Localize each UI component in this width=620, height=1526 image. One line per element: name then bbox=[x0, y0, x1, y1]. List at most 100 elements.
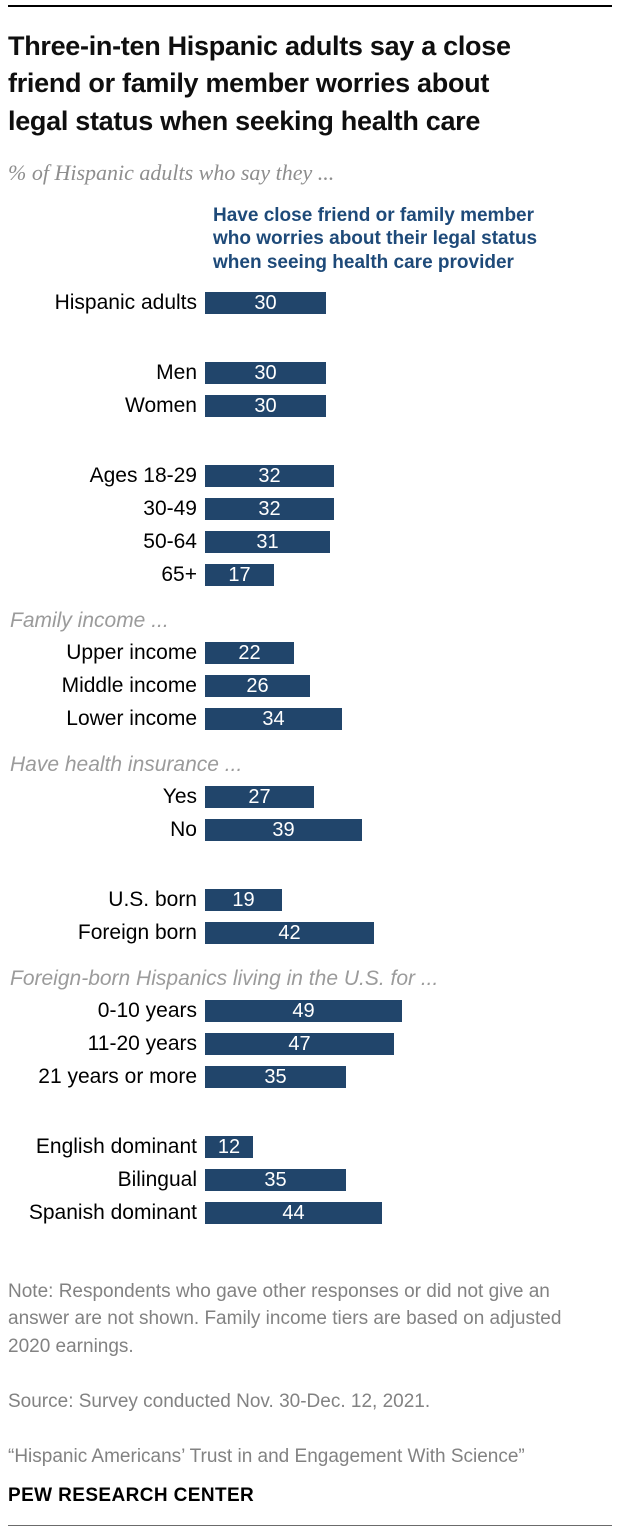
bar: 32 bbox=[205, 465, 334, 488]
row-label: U.S. born bbox=[108, 888, 197, 912]
bar-value-label: 30 bbox=[254, 292, 277, 315]
bar-row: Hispanic adults 30 bbox=[0, 291, 620, 315]
bar: 27 bbox=[205, 786, 314, 809]
bar-value-label: 12 bbox=[217, 1136, 241, 1159]
bar-column-header: Have close friend or family member who w… bbox=[213, 204, 538, 273]
bar: 22 bbox=[205, 642, 294, 665]
bar-value-label: 22 bbox=[238, 642, 261, 665]
bar-value-label: 49 bbox=[292, 1000, 315, 1023]
bar-row: Bilingual 35 bbox=[0, 1168, 620, 1192]
bar-row: Spanish dominant 44 bbox=[0, 1201, 620, 1225]
bar-row: Yes 27 bbox=[0, 785, 620, 809]
chart-page: Three-in-ten Hispanic adults say a close… bbox=[0, 5, 620, 1526]
bar-value-label: 30 bbox=[254, 362, 277, 385]
bar: 32 bbox=[205, 498, 334, 521]
bar-row: 0-10 years 49 bbox=[0, 999, 620, 1023]
report-title: “Hispanic Americans’ Trust in and Engage… bbox=[8, 1446, 525, 1468]
chart-group: Ages 18-29 32 30-49 32 50-64 31 65+ 17 bbox=[0, 464, 620, 587]
bar-value-label: 27 bbox=[248, 786, 271, 809]
bar: 39 bbox=[205, 819, 362, 842]
bar-value-label: 47 bbox=[288, 1033, 311, 1056]
chart-group: Family income ... Upper income 22 Middle in… bbox=[0, 608, 620, 731]
bar-row: 21 years or more 35 bbox=[0, 1065, 620, 1089]
page-title: Three-in-ten Hispanic adults say a close… bbox=[8, 31, 511, 136]
bar-value-label: 39 bbox=[272, 819, 295, 842]
bar-row: Lower income 34 bbox=[0, 707, 620, 731]
note-block: Note: Respondents who gave other respons… bbox=[8, 1250, 612, 1470]
bar: 30 bbox=[205, 292, 326, 315]
bar-value-label: 35 bbox=[264, 1169, 287, 1192]
row-label: Hispanic adults bbox=[54, 291, 197, 315]
bar: 19 bbox=[205, 889, 282, 912]
row-label: Middle income bbox=[61, 674, 197, 698]
bar-row: Men 30 bbox=[0, 361, 620, 385]
bar: 34 bbox=[205, 708, 342, 731]
row-label: Ages 18-29 bbox=[89, 464, 197, 488]
bar-value-label: 17 bbox=[228, 564, 251, 587]
bar: 17 bbox=[205, 564, 274, 587]
chart-group: Hispanic adults 30 bbox=[0, 291, 620, 315]
row-label: Women bbox=[125, 394, 197, 418]
bar: 31 bbox=[205, 531, 330, 554]
bar-value-label: 31 bbox=[256, 531, 279, 554]
bar-value-label: 19 bbox=[232, 889, 255, 912]
bar: 12 bbox=[205, 1136, 253, 1159]
top-rule bbox=[8, 5, 612, 7]
bar-row: 11-20 years 47 bbox=[0, 1032, 620, 1056]
bar-row: 65+ 17 bbox=[0, 563, 620, 587]
bar: 42 bbox=[205, 922, 374, 945]
bar-row: U.S. born 19 bbox=[0, 888, 620, 912]
note-text: Note: Respondents who gave other respons… bbox=[8, 1280, 562, 1358]
chart-group: Have health insurance ... Yes 27 No 39 bbox=[0, 752, 620, 842]
bar-value-label: 30 bbox=[254, 395, 277, 418]
bar: 30 bbox=[205, 362, 326, 385]
chart-group: Men 30 Women 30 bbox=[0, 361, 620, 418]
row-label: 0-10 years bbox=[97, 999, 197, 1023]
bar: 35 bbox=[205, 1169, 346, 1192]
bar: 30 bbox=[205, 395, 326, 418]
bar-row: Ages 18-29 32 bbox=[0, 464, 620, 488]
row-label: Bilingual bbox=[117, 1168, 197, 1192]
bar-value-label: 44 bbox=[282, 1202, 305, 1225]
row-label: 11-20 years bbox=[87, 1032, 197, 1056]
bar: 35 bbox=[205, 1066, 346, 1089]
section-label: Have health insurance ... bbox=[10, 753, 243, 777]
row-label: Men bbox=[156, 361, 197, 385]
bar-row: Women 30 bbox=[0, 394, 620, 418]
bar-row: No 39 bbox=[0, 818, 620, 842]
section-label: Foreign-born Hispanics living in the U.S… bbox=[10, 967, 439, 991]
chart-group: English dominant 12 Bilingual 35 Spanish dom… bbox=[0, 1135, 620, 1225]
brand-line: PEW RESEARCH CENTER bbox=[8, 1484, 255, 1506]
bar-value-label: 42 bbox=[278, 922, 301, 945]
bar: 49 bbox=[205, 1000, 402, 1023]
row-label: 65+ bbox=[161, 563, 197, 587]
source-text: Source: Survey conducted Nov. 30-Dec. 12… bbox=[8, 1391, 431, 1413]
bar-row: Foreign born 42 bbox=[0, 921, 620, 945]
bar-row: Middle income 26 bbox=[0, 674, 620, 698]
row-label: 21 years or more bbox=[38, 1065, 197, 1089]
chart-rows: Hispanic adults 30 Men 30 Women 30 Ages 18-29 3… bbox=[0, 291, 620, 1225]
row-label: Yes bbox=[162, 785, 197, 809]
row-label: English dominant bbox=[35, 1135, 197, 1159]
bar-row: 50-64 31 bbox=[0, 530, 620, 554]
row-label: Lower income bbox=[66, 707, 197, 731]
bar-value-label: 32 bbox=[258, 465, 281, 488]
chart-group: U.S. born 19 Foreign born 42 bbox=[0, 888, 620, 945]
chart-subtitle: % of Hispanic adults who say they ... bbox=[8, 159, 335, 185]
bar-row: Upper income 22 bbox=[0, 641, 620, 665]
row-label: 50-64 bbox=[143, 530, 197, 554]
bar-value-label: 32 bbox=[258, 498, 281, 521]
row-label: Foreign born bbox=[77, 921, 197, 945]
bar-value-label: 26 bbox=[246, 675, 269, 698]
bar-row: English dominant 12 bbox=[0, 1135, 620, 1159]
row-label: 30-49 bbox=[143, 497, 197, 521]
bar: 44 bbox=[205, 1202, 382, 1225]
bar: 26 bbox=[205, 675, 310, 698]
row-label: Upper income bbox=[66, 641, 197, 665]
bar-row: 30-49 32 bbox=[0, 497, 620, 521]
chart-group: Foreign-born Hispanics living in the U.S… bbox=[0, 966, 620, 1089]
section-label: Family income ... bbox=[10, 609, 169, 633]
row-label: Spanish dominant bbox=[28, 1201, 197, 1225]
bar: 47 bbox=[205, 1033, 394, 1056]
row-label: No bbox=[170, 818, 197, 842]
